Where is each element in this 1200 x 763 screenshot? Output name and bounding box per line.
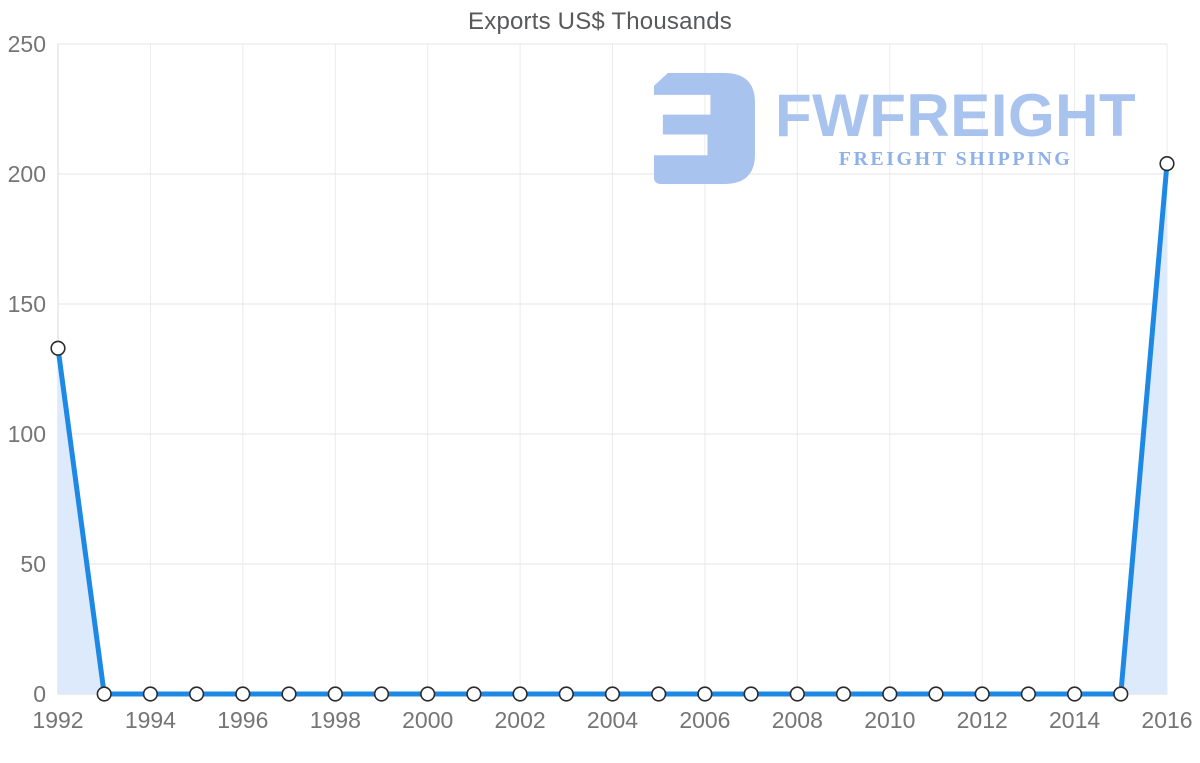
x-axis-tick-label: 2008 bbox=[772, 707, 823, 733]
data-point-marker[interactable] bbox=[882, 686, 898, 702]
watermark-text-block: FWFREIGHT FREIGHT SHIPPING bbox=[775, 72, 1136, 171]
data-point-marker[interactable] bbox=[743, 686, 759, 702]
data-point-marker[interactable] bbox=[835, 686, 852, 702]
data-point-marker[interactable] bbox=[558, 686, 574, 702]
watermark: FWFREIGHT FREIGHT SHIPPING bbox=[651, 72, 1136, 185]
y-axis-tick-label: 0 bbox=[33, 681, 46, 707]
x-axis-tick-label: 1998 bbox=[310, 707, 361, 733]
x-axis-tick-label: 2016 bbox=[1141, 707, 1192, 733]
x-axis-tick-label: 1992 bbox=[32, 707, 83, 733]
data-point-marker[interactable] bbox=[697, 686, 713, 702]
data-point-marker[interactable] bbox=[96, 686, 112, 702]
data-point-marker[interactable] bbox=[327, 686, 343, 702]
x-axis-tick-label: 2014 bbox=[1049, 707, 1100, 733]
data-point-marker[interactable] bbox=[1020, 686, 1037, 702]
fwfreight-logo-icon bbox=[653, 73, 755, 184]
data-point-marker[interactable] bbox=[974, 686, 990, 702]
data-point-marker[interactable] bbox=[1113, 686, 1129, 702]
series-line bbox=[55, 161, 1170, 697]
chart-title: Exports US$ Thousands bbox=[468, 8, 732, 35]
data-point-marker[interactable] bbox=[50, 340, 66, 356]
x-axis-tick-label: 1994 bbox=[125, 707, 176, 733]
data-point-marker[interactable] bbox=[373, 686, 390, 702]
data-point-marker[interactable] bbox=[651, 686, 667, 702]
x-axis-tick-label: 1996 bbox=[217, 707, 268, 733]
x-axis-tick-label: 2006 bbox=[679, 707, 730, 733]
x-axis-tick-label: 2000 bbox=[402, 707, 453, 733]
watermark-tagline-text: FREIGHT SHIPPING bbox=[838, 148, 1073, 170]
x-axis-tick-label: 2012 bbox=[957, 707, 1008, 733]
data-point-marker[interactable] bbox=[512, 686, 528, 702]
y-axis-tick-label: 150 bbox=[8, 291, 46, 317]
x-axis-tick-label: 2004 bbox=[587, 707, 638, 733]
data-point-marker[interactable] bbox=[928, 686, 944, 702]
y-axis-tick-label: 50 bbox=[20, 551, 46, 577]
data-point-marker[interactable] bbox=[1066, 686, 1083, 702]
data-point-marker[interactable] bbox=[420, 686, 436, 702]
y-axis-tick-label: 200 bbox=[8, 161, 46, 187]
x-axis-tick-label: 2002 bbox=[495, 707, 546, 733]
watermark-brand-text: FWFREIGHT bbox=[775, 82, 1137, 149]
data-point-marker[interactable] bbox=[604, 686, 621, 702]
series-area-fill bbox=[58, 163, 1167, 695]
data-point-marker[interactable] bbox=[281, 686, 297, 702]
y-axis-tick-label: 100 bbox=[8, 421, 46, 447]
data-point-marker[interactable] bbox=[189, 686, 205, 702]
data-point-marker[interactable] bbox=[142, 686, 158, 702]
data-point-marker[interactable] bbox=[1159, 156, 1175, 172]
x-axis-tick-label: 2010 bbox=[864, 707, 915, 733]
data-point-marker[interactable] bbox=[235, 686, 251, 702]
data-point-marker[interactable] bbox=[789, 686, 805, 702]
data-point-marker[interactable] bbox=[466, 686, 482, 702]
